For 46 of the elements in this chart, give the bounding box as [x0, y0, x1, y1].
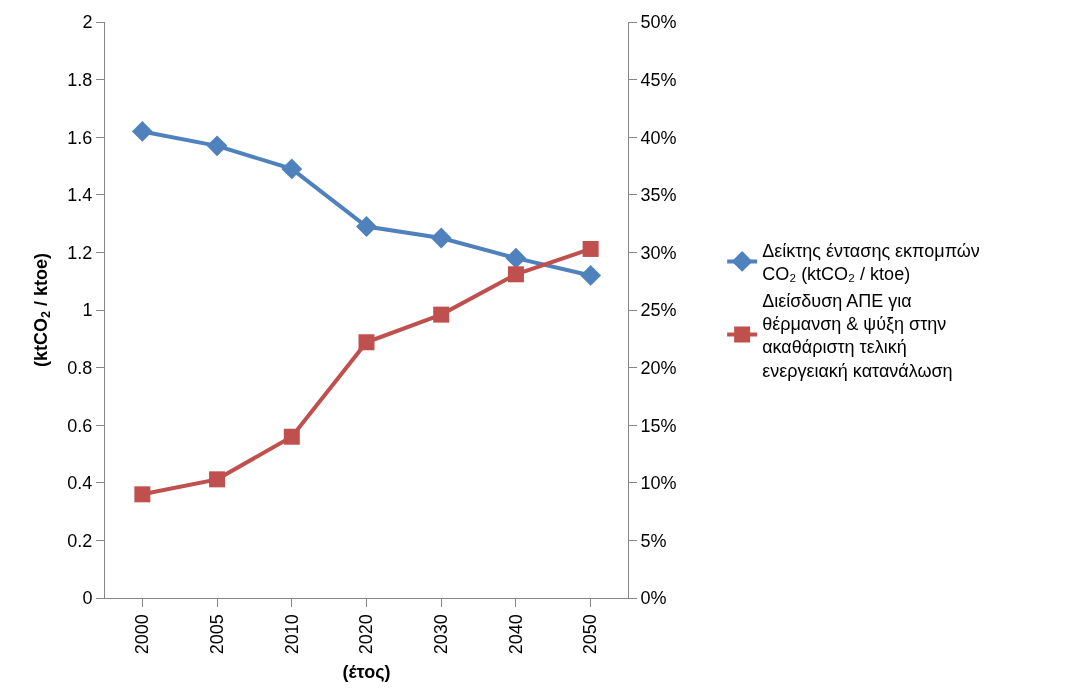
y-tick-label: 1 [82, 300, 93, 321]
y-tick-label: 0 [82, 588, 93, 609]
y-tick-label: 0.4 [67, 473, 93, 494]
y-tick-label: 1.6 [67, 127, 93, 148]
legend-label: Διείσδυση ΑΠΕ για θέρμανση & ψύξη στην ακαθάριστη τελική ενεργειακή κατανάλωση [762, 290, 953, 381]
point [358, 334, 375, 351]
y2-tick-label: 30% [640, 242, 677, 263]
point [582, 240, 599, 257]
point [281, 158, 303, 180]
y2-tick-label: 15% [640, 415, 677, 436]
y2-tick-label: 0% [640, 588, 667, 609]
y-tick-label: 1.8 [67, 69, 93, 90]
x-tick-label: 2010 [281, 614, 302, 655]
y2-tick-label: 10% [640, 473, 677, 494]
y2-tick-label: 45% [640, 69, 677, 90]
y-tick-label: 2 [82, 12, 93, 33]
y2-tick-label: 35% [640, 185, 677, 206]
point [134, 486, 151, 503]
y-tick-label: 0.6 [67, 415, 93, 436]
point [505, 247, 527, 269]
x-tick-label: 2030 [431, 614, 452, 655]
point [433, 306, 450, 323]
x-tick-label: 2005 [206, 614, 227, 655]
point [283, 428, 300, 445]
point [356, 216, 377, 237]
point [206, 135, 228, 157]
y-tick-label: 0.2 [67, 530, 93, 551]
x-tick-label: 2020 [356, 614, 377, 655]
y-tick-label: 1.2 [67, 242, 93, 263]
x-axis-title: (έτος) [342, 662, 391, 683]
point [131, 121, 153, 142]
y2-tick-label: 20% [640, 357, 677, 378]
y2-tick-label: 5% [640, 530, 667, 551]
legend-label: Δείκτης έντασης εκπομπών CO₂ (ktCO₂ / ktoe) [762, 240, 980, 285]
y-tick-label: 0.8 [67, 357, 93, 378]
x-tick-label: 2040 [505, 614, 526, 655]
point [580, 265, 602, 286]
x-tick-label: 2050 [580, 614, 601, 655]
y2-tick-label: 40% [640, 127, 677, 148]
x-tick-label: 2000 [132, 614, 153, 655]
y2-tick-label: 50% [640, 12, 677, 33]
y2-tick-label: 25% [640, 300, 677, 321]
y-tick-label: 1.4 [67, 185, 93, 206]
point [430, 227, 452, 249]
point [209, 471, 226, 488]
point [507, 266, 524, 283]
